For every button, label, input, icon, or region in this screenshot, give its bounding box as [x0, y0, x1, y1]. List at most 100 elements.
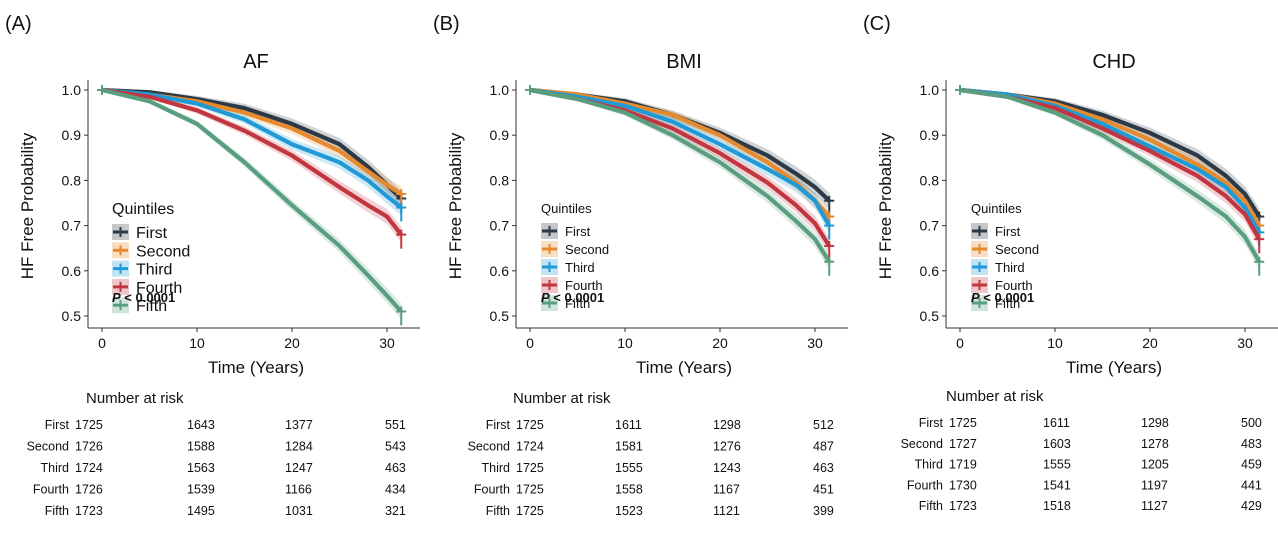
risk-cell: 1723: [949, 499, 977, 513]
y-tick-label: 0.7: [62, 218, 82, 234]
risk-cell: 1581: [615, 440, 643, 454]
x-axis-title: Time (Years): [636, 358, 732, 377]
risk-cell: 483: [1241, 437, 1262, 451]
x-tick-label: 10: [189, 335, 205, 351]
panel-title: AF: [243, 51, 269, 73]
risk-cell: 1725: [949, 416, 977, 430]
risk-cell: 1725: [516, 483, 544, 497]
x-tick-label: 30: [379, 335, 395, 351]
panel-title: BMI: [666, 51, 702, 73]
risk-cell: 1725: [75, 418, 103, 432]
legend-label: Third: [136, 262, 172, 279]
risk-row-label: Third: [915, 458, 944, 472]
risk-row-label: Fifth: [919, 499, 943, 513]
legend-label: Second: [565, 242, 609, 257]
risk-cell: 463: [813, 461, 834, 475]
risk-cell: 1727: [949, 437, 977, 451]
risk-cell: 512: [813, 418, 834, 432]
km-line-third: [529, 87, 832, 227]
y-tick-label: 0.8: [920, 172, 940, 188]
x-tick-label: 30: [807, 335, 823, 351]
x-tick-label: 30: [1237, 335, 1253, 351]
legend-label: Second: [136, 243, 190, 260]
km-line-third: [959, 87, 1262, 234]
risk-row-label: First: [45, 418, 70, 432]
risk-cell: 1243: [713, 461, 741, 475]
risk-cell: 1495: [187, 504, 215, 518]
y-tick-label: 1.0: [62, 82, 82, 98]
km-line-fifth: [959, 87, 1262, 263]
risk-cell: 1726: [75, 483, 103, 497]
risk-cell: 1523: [615, 504, 643, 518]
x-tick-label: 0: [526, 335, 534, 351]
risk-cell: 1726: [75, 440, 103, 454]
risk-cell: 321: [385, 504, 406, 518]
risk-row-label: Third: [482, 461, 511, 475]
risk-row-label: Second: [901, 437, 943, 451]
km-line-fifth: [101, 87, 403, 313]
risk-cell: 1284: [285, 440, 313, 454]
risk-cell: 1611: [615, 418, 642, 432]
risk-cell: 1603: [1043, 437, 1071, 451]
legend-label: Fifth: [136, 298, 167, 315]
p-value: P < 0.0001: [971, 290, 1034, 305]
y-axis-title: HF Free Probability: [18, 132, 37, 279]
p-value: P < 0.0001: [541, 290, 604, 305]
risk-cell: 459: [1241, 458, 1262, 472]
legend-label: First: [136, 225, 168, 242]
y-tick-label: 0.5: [920, 308, 940, 324]
km-line-fourth: [101, 87, 403, 236]
x-axis-title: Time (Years): [208, 358, 304, 377]
risk-cell: 543: [385, 440, 406, 454]
legend-label: Third: [565, 260, 595, 275]
risk-cell: 1247: [285, 461, 313, 475]
risk-cell: 1278: [1141, 437, 1169, 451]
risk-cell: 1555: [615, 461, 643, 475]
x-tick-label: 20: [1142, 335, 1158, 351]
risk-cell: 1563: [187, 461, 215, 475]
legend-label: Fifth: [995, 296, 1020, 311]
risk-cell: 1276: [713, 440, 741, 454]
ci-band-first: [102, 89, 402, 207]
risk-row-label: Second: [27, 440, 69, 454]
legend-title: Quintiles: [541, 201, 592, 216]
risk-cell: 1724: [75, 461, 103, 475]
panel-af: (A) AF 0.5 0.6 0.7 0.8 0.9 1.0 0 10 20 30 Time (Year…: [5, 13, 420, 518]
risk-cell: 1725: [516, 461, 544, 475]
risk-row-label: Fifth: [486, 504, 510, 518]
risk-cell: 1724: [516, 440, 544, 454]
y-tick-label: 0.5: [490, 308, 510, 324]
risk-cell: 1205: [1141, 458, 1169, 472]
x-axis-title: Time (Years): [1066, 358, 1162, 377]
x-tick-label: 0: [956, 335, 964, 351]
risk-cell: 1197: [1141, 478, 1168, 492]
risk-cell: 1298: [713, 418, 741, 432]
x-tick-label: 20: [712, 335, 728, 351]
risk-cell: 463: [385, 461, 406, 475]
legend-label: Fourth: [565, 278, 603, 293]
risk-cell: 487: [813, 440, 834, 454]
risk-cell: 500: [1241, 416, 1262, 430]
risk-cell: 399: [813, 504, 834, 518]
risk-cell: 1725: [516, 418, 544, 432]
y-tick-label: 0.8: [490, 172, 510, 188]
risk-cell: 1611: [1043, 416, 1070, 430]
risk-cell: 429: [1241, 499, 1262, 513]
risk-cell: 1539: [187, 483, 215, 497]
y-axis-title: HF Free Probability: [446, 132, 465, 279]
risk-cell: 1725: [516, 504, 544, 518]
risk-cell: 1541: [1043, 478, 1071, 492]
legend-label: Fourth: [995, 278, 1033, 293]
km-line-first: [959, 87, 1262, 218]
risk-cell: 1588: [187, 440, 215, 454]
panel-bmi: (B) BMI 0.5 0.6 0.7 0.8 0.9 1.0 0 10 20 30 Time (Yea…: [433, 13, 848, 518]
legend-label: Third: [995, 260, 1025, 275]
risk-table-title: Number at risk: [513, 390, 611, 407]
ci-band-second: [960, 89, 1260, 234]
panel-label: (C): [863, 13, 891, 35]
risk-cell: 551: [385, 418, 406, 432]
y-tick-label: 0.6: [920, 263, 940, 279]
x-tick-label: 20: [284, 335, 300, 351]
risk-cell: 1298: [1141, 416, 1169, 430]
y-tick-label: 1.0: [490, 82, 510, 98]
